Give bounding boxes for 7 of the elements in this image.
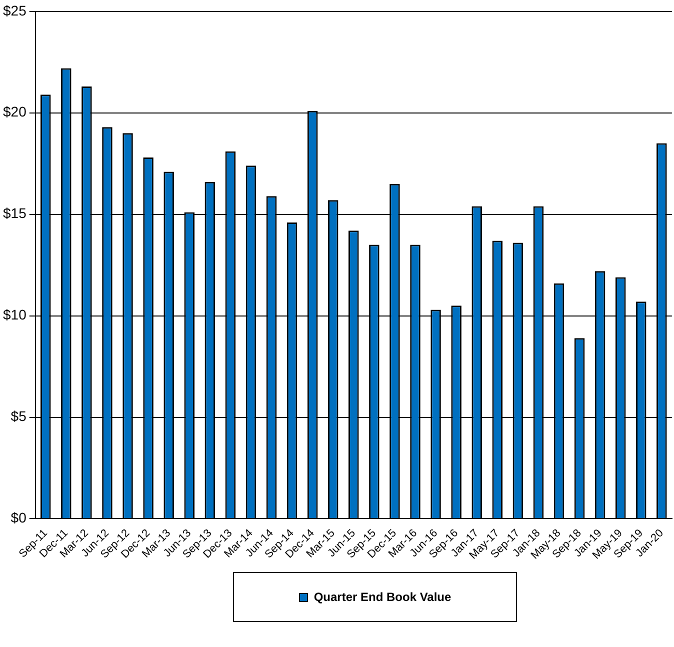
legend-label: Quarter End Book Value — [314, 590, 452, 604]
y-tick-label: $20 — [3, 104, 27, 120]
y-tick-label: $25 — [3, 2, 27, 18]
y-tick-label: $15 — [3, 205, 27, 222]
y-tick-label: $10 — [3, 306, 27, 323]
y-tick-label: $0 — [10, 510, 27, 526]
y-tick-label: $5 — [10, 408, 27, 424]
